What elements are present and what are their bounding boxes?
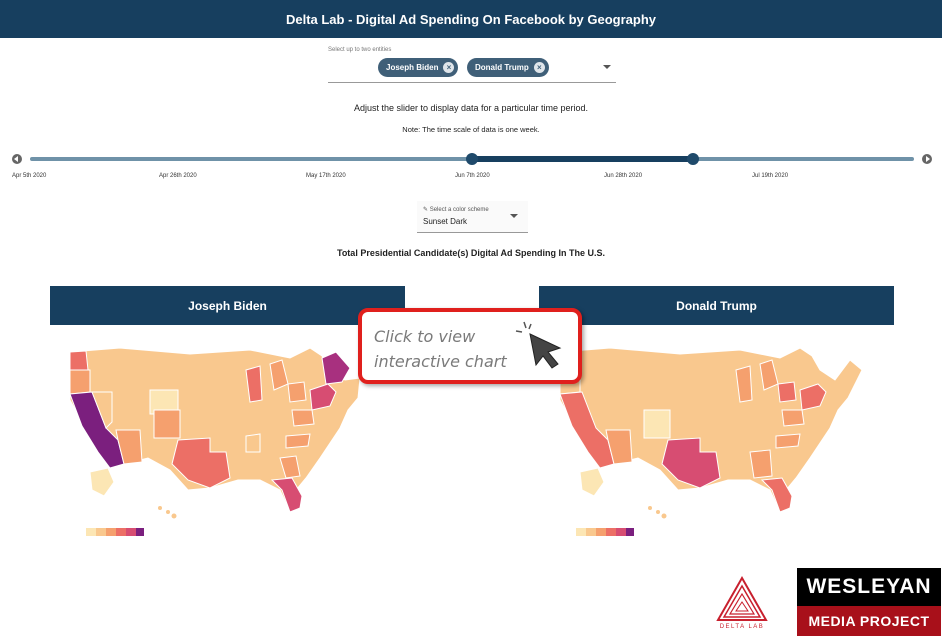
- us-map-trump[interactable]: [550, 340, 870, 540]
- slider-selected-range: [472, 156, 693, 162]
- chip-joseph-biden[interactable]: Joseph Biden ×: [378, 58, 459, 77]
- palette-icon: ✎: [423, 207, 429, 213]
- remove-chip-icon[interactable]: ×: [533, 62, 545, 73]
- legend-swatch: [616, 528, 626, 536]
- chip-label: Donald Trump: [475, 63, 529, 72]
- time-scale-note: Note: The time scale of data is one week…: [402, 125, 540, 134]
- us-map-biden[interactable]: [60, 340, 370, 540]
- mouse-pointer-icon: [515, 321, 562, 369]
- chip-donald-trump[interactable]: Donald Trump ×: [467, 58, 549, 77]
- slider-left-arrow-icon[interactable]: [12, 154, 22, 164]
- slider-tick-label: Jun 7th 2020: [455, 173, 490, 179]
- legend-swatch: [576, 528, 586, 536]
- dropdown-arrow-icon[interactable]: [510, 214, 518, 218]
- slider-tick-label: Jul 19th 2020: [752, 173, 789, 179]
- slider-start-handle[interactable]: [466, 153, 478, 165]
- color-scheme-label: ✎ Select a color scheme: [423, 207, 489, 213]
- delta-triangle-icon: [716, 575, 768, 621]
- legend-swatch: [86, 528, 96, 536]
- remove-chip-icon[interactable]: ×: [443, 62, 455, 73]
- legend-swatch: [606, 528, 616, 536]
- dropdown-arrow-icon[interactable]: [603, 65, 611, 69]
- candidate-header-trump: Donald Trump: [539, 286, 894, 325]
- app-title: Delta Lab - Digital Ad Spending On Faceb…: [285, 11, 657, 27]
- slider-tick-label: Apr 5th 2020: [12, 173, 47, 179]
- legend-swatch: [586, 528, 596, 536]
- slider-instructions: Adjust the slider to display data for a …: [353, 103, 589, 113]
- slider-tick-label: Jun 28th 2020: [604, 173, 643, 179]
- entity-select-label: Select up to two entities: [328, 47, 392, 53]
- app-title-bar: Delta Lab - Digital Ad Spending On Faceb…: [0, 0, 942, 38]
- candidate-header-biden: Joseph Biden: [50, 286, 405, 325]
- legend-swatch: [96, 528, 106, 536]
- legend-swatch: [596, 528, 606, 536]
- wesleyan-media-project-logo: WESLEYAN MEDIA PROJECT: [797, 568, 941, 636]
- chip-label: Joseph Biden: [386, 63, 439, 72]
- legend-swatch: [106, 528, 116, 536]
- color-scheme-value: Sunset Dark: [423, 217, 468, 226]
- color-scheme-select[interactable]: ✎ Select a color scheme Sunset Dark: [417, 201, 528, 233]
- entity-select[interactable]: Select up to two entities Joseph Biden ×…: [328, 46, 616, 83]
- legend-swatch: [126, 528, 136, 536]
- interactive-chart-callout[interactable]: Click to view interactive chart: [358, 308, 582, 384]
- slider-tick-label: May 17th 2020: [306, 173, 346, 179]
- callout-text: Click to view interactive chart: [374, 327, 507, 371]
- legend-swatch: [136, 528, 144, 536]
- slider-right-arrow-icon[interactable]: [922, 154, 932, 164]
- chart-title: Total Presidential Candidate(s) Digital …: [336, 248, 606, 258]
- legend-swatch: [116, 528, 126, 536]
- delta-lab-logo: DELTA LAB: [714, 574, 770, 634]
- slider-end-handle[interactable]: [687, 153, 699, 165]
- legend-swatch: [626, 528, 634, 536]
- date-range-slider[interactable]: Apr 5th 2020 Apr 26th 2020 May 17th 2020…: [0, 148, 942, 184]
- slider-tick-label: Apr 26th 2020: [159, 173, 197, 179]
